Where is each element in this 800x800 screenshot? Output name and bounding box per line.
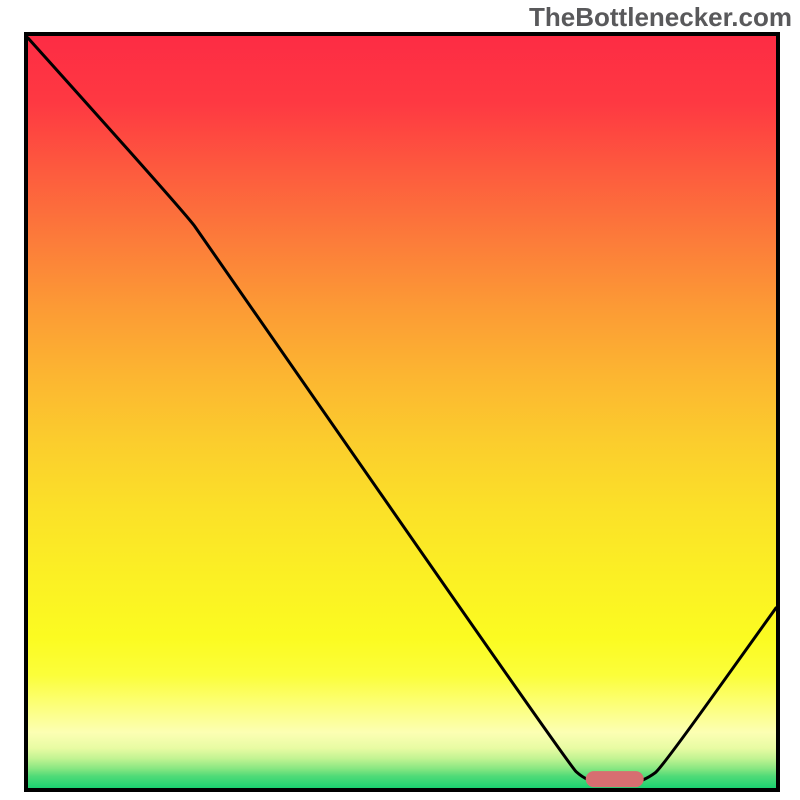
gradient-background <box>28 36 776 788</box>
chart-container: TheBottlenecker.com <box>0 0 800 800</box>
bottleneck-chart <box>0 0 800 800</box>
watermark-text: TheBottlenecker.com <box>529 2 792 33</box>
optimal-marker <box>586 771 644 787</box>
